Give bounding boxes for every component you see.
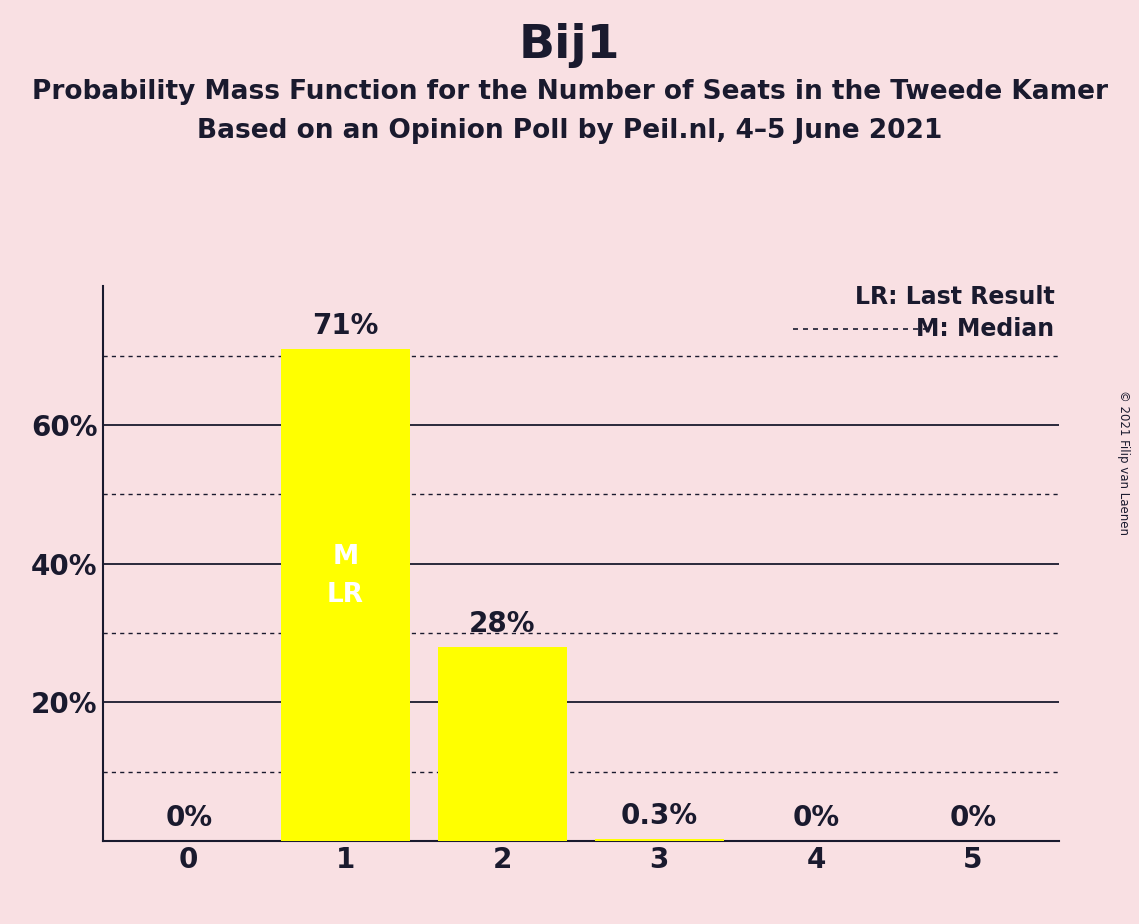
- Bar: [595, 839, 723, 841]
- Text: Based on an Opinion Poll by Peil.nl, 4–5 June 2021: Based on an Opinion Poll by Peil.nl, 4–5…: [197, 118, 942, 144]
- Text: M: Median: M: Median: [917, 318, 1055, 341]
- Text: M: M: [333, 543, 359, 570]
- Text: 28%: 28%: [469, 610, 535, 638]
- Bar: [439, 647, 567, 841]
- Text: LR: Last Result: LR: Last Result: [854, 285, 1055, 309]
- Text: © 2021 Filip van Laenen: © 2021 Filip van Laenen: [1117, 390, 1130, 534]
- Text: 0%: 0%: [793, 804, 839, 832]
- Bar: [281, 349, 410, 841]
- Text: 0%: 0%: [165, 804, 212, 832]
- Text: LR: LR: [327, 582, 364, 608]
- Text: Probability Mass Function for the Number of Seats in the Tweede Kamer: Probability Mass Function for the Number…: [32, 79, 1107, 104]
- Text: 0%: 0%: [950, 804, 997, 832]
- Text: 71%: 71%: [312, 311, 379, 340]
- Text: 0.3%: 0.3%: [621, 802, 698, 830]
- Text: Bij1: Bij1: [518, 23, 621, 68]
